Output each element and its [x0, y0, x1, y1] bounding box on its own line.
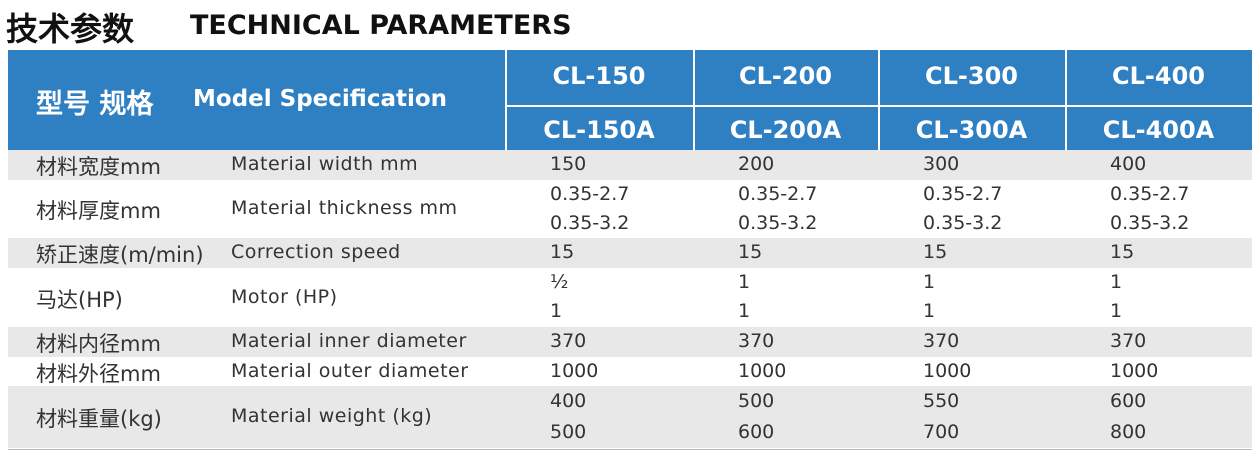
cell-value: 550 [923, 389, 960, 412]
cell-value: 0.35-3.2 [1110, 211, 1190, 234]
row-label-en: Material outer diameter [231, 359, 469, 382]
model-name: CL-300 [925, 62, 1018, 90]
model-name: CL-200A [729, 116, 842, 144]
cell-value: 400 [550, 389, 587, 412]
row-bg [8, 238, 1252, 268]
cell-value: 1 [1110, 270, 1123, 293]
header-en: Model Specification [193, 86, 448, 112]
cell-value: 1 [923, 300, 936, 323]
cell-value: 1 [550, 300, 563, 323]
row-label-cn: 材料宽度mm [36, 155, 161, 179]
row-label-cn: 材料厚度mm [36, 199, 161, 223]
row-label-en: Material thickness mm [231, 197, 458, 219]
header-bg [8, 50, 1252, 150]
cell-value: ½ [550, 270, 569, 293]
spec-table: 型号 规格 Model Specification CL-150 CL-150A CL-… [8, 50, 1252, 450]
header-cn: 型号 规格 [36, 89, 154, 120]
cell-value: 15 [738, 241, 763, 263]
cell-value: 1000 [550, 359, 599, 382]
cell-value: 0.35-2.7 [1110, 182, 1190, 205]
row-label-cn: 马达(HP) [36, 287, 123, 312]
cell-value: 0.35-2.7 [738, 182, 818, 205]
cell-value: 150 [550, 153, 587, 175]
row-label-cn: 矫正速度(m/min) [36, 243, 204, 267]
title-cn: 技术参数 [6, 10, 135, 48]
header-col-divider [878, 50, 880, 150]
cell-value: 0.35-3.2 [923, 211, 1003, 234]
header-col-divider [693, 50, 695, 150]
title-en: TECHNICAL PARAMETERS [190, 10, 572, 41]
cell-value: 1 [738, 270, 751, 293]
cell-value: 370 [550, 330, 587, 352]
cell-value: 1 [738, 300, 751, 323]
row-label-cn: 材料外径mm [36, 361, 161, 386]
row-label-en: Motor (HP) [231, 285, 338, 308]
cell-value: 800 [1110, 420, 1147, 443]
cell-value: 15 [923, 241, 948, 263]
cell-value: 600 [1110, 389, 1147, 412]
header-col-divider [505, 50, 507, 150]
cell-value: 15 [1110, 241, 1135, 263]
cell-value: 1 [923, 270, 936, 293]
row-bg [8, 327, 1252, 357]
row-bg [8, 386, 1252, 448]
cell-value: 370 [1110, 330, 1147, 352]
cell-value: 1 [1110, 300, 1123, 323]
model-name: CL-300A [915, 116, 1028, 144]
row-label-en: Material weight (kg) [231, 405, 433, 427]
cell-value: 700 [923, 420, 960, 443]
model-name: CL-400A [1102, 116, 1215, 144]
cell-value: 1000 [923, 359, 972, 382]
cell-value: 200 [738, 153, 775, 175]
cell-value: 0.35-2.7 [550, 182, 630, 205]
model-name: CL-150A [543, 116, 655, 144]
cell-value: 1000 [738, 359, 787, 382]
row-label-en: Material inner diameter [231, 330, 467, 352]
model-name: CL-200 [739, 62, 832, 90]
cell-value: 500 [550, 420, 587, 443]
cell-value: 600 [738, 420, 775, 443]
row-label-en: Correction speed [231, 241, 401, 263]
cell-value: 1000 [1110, 359, 1159, 382]
cell-value: 0.35-2.7 [923, 182, 1003, 205]
cell-value: 0.35-3.2 [550, 211, 630, 234]
row-label-cn: 材料重量(kg) [36, 407, 162, 431]
cell-value: 370 [738, 330, 775, 352]
cell-value: 0.35-3.2 [738, 211, 818, 234]
row-bg [8, 150, 1252, 180]
cell-value: 370 [923, 330, 960, 352]
row-label-cn: 材料内径mm [36, 332, 161, 356]
cell-value: 15 [550, 241, 575, 263]
cell-value: 400 [1110, 153, 1147, 175]
cell-value: 500 [738, 389, 775, 412]
header-col-divider [1065, 50, 1067, 150]
model-name: CL-150 [552, 62, 646, 90]
row-label-en: Material width mm [231, 153, 419, 175]
model-name: CL-400 [1112, 62, 1205, 90]
cell-value: 300 [923, 153, 960, 175]
